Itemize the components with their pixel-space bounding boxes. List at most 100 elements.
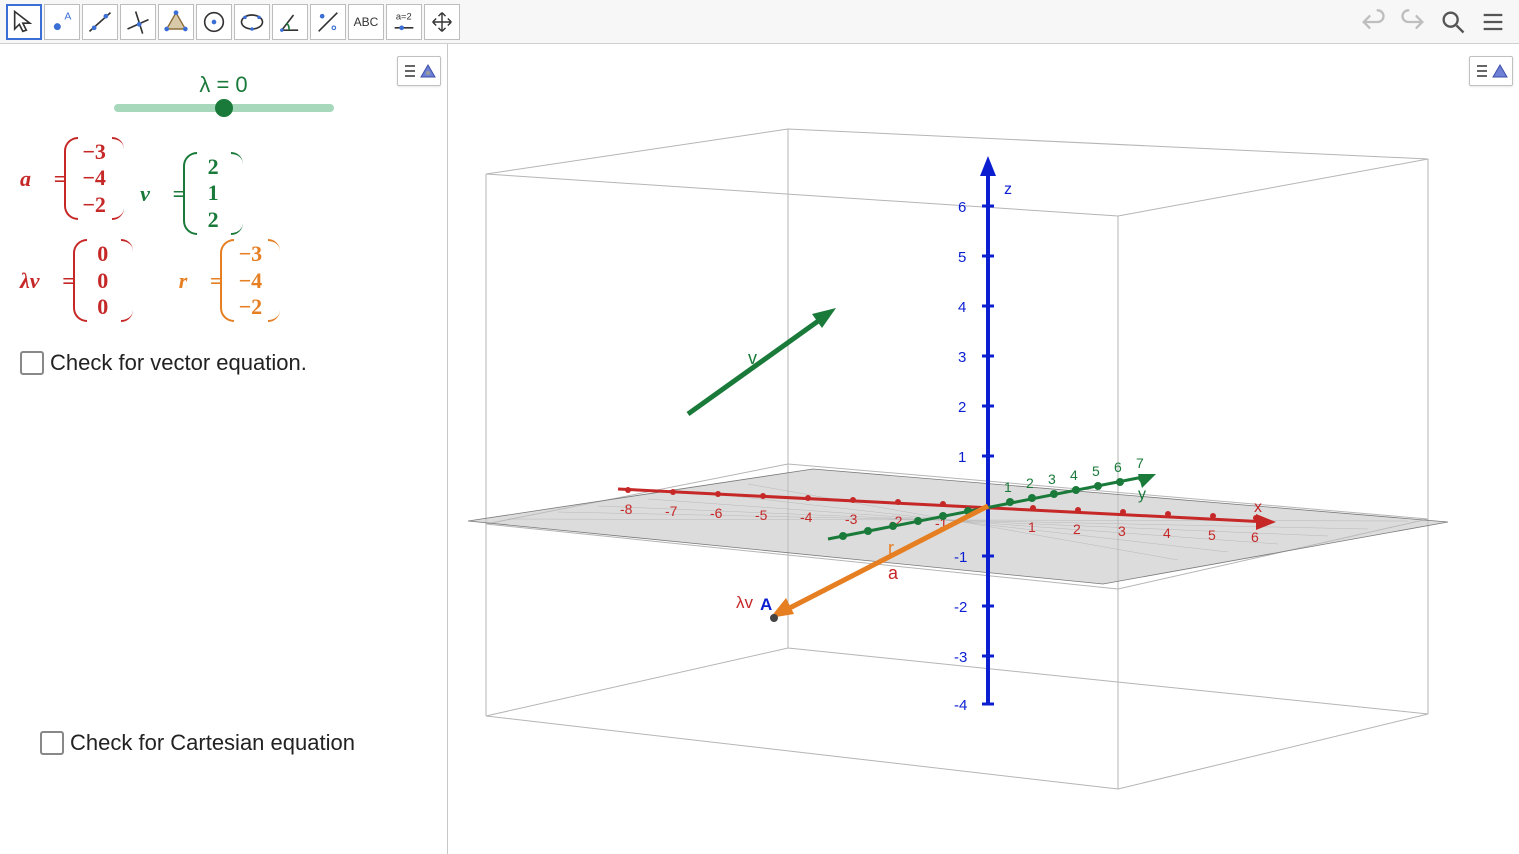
- svg-text:1: 1: [958, 449, 966, 466]
- tool-move[interactable]: [6, 4, 42, 40]
- svg-text:3: 3: [958, 349, 966, 366]
- search-zoom-button[interactable]: [1433, 2, 1473, 42]
- svg-text:-7: -7: [665, 503, 678, 519]
- vectors-row-1: a⃗ = −3 −4 −2 v⃗ = 2 1 2: [20, 122, 427, 235]
- toolbar-right: [1353, 2, 1513, 42]
- panel-toggle-left[interactable]: [397, 56, 441, 86]
- svg-text:3: 3: [1118, 523, 1126, 539]
- menu-button[interactable]: [1473, 2, 1513, 42]
- 3d-scene: z 6 5 4 3 2 1 -1 -2 -3 -4: [448, 44, 1519, 854]
- tool-slider[interactable]: a=2: [386, 4, 422, 40]
- vector-lv-0: 0: [89, 241, 117, 267]
- point-A-label: A: [760, 595, 772, 614]
- vector-v-2: 2: [199, 207, 227, 233]
- lambda-slider-thumb[interactable]: [215, 99, 233, 117]
- tool-reflect[interactable]: [310, 4, 346, 40]
- svg-text:2: 2: [1026, 475, 1034, 491]
- vector-r-0: −3: [236, 241, 264, 267]
- checkbox-cartesian-eq-row: Check for Cartesian equation: [40, 730, 355, 756]
- vector-a-2: −2: [80, 192, 108, 218]
- svg-text:5: 5: [1208, 527, 1216, 543]
- toolbar-left: A ABC a=2: [6, 4, 462, 40]
- tool-text[interactable]: ABC: [348, 4, 384, 40]
- 3d-view[interactable]: z 6 5 4 3 2 1 -1 -2 -3 -4: [448, 44, 1519, 854]
- lambda-v-3d-label: λv: [736, 593, 754, 612]
- tool-line[interactable]: [82, 4, 118, 40]
- tool-conic[interactable]: [234, 4, 270, 40]
- svg-text:7: 7: [1136, 455, 1144, 471]
- vector-a-label: a⃗ =: [20, 166, 66, 192]
- redo-button[interactable]: [1393, 2, 1433, 42]
- vector-r-3d-label: r: [888, 538, 894, 558]
- svg-text:3: 3: [1048, 471, 1056, 487]
- svg-text:4: 4: [1163, 525, 1171, 541]
- vector-v-1: 1: [199, 180, 227, 206]
- svg-text:-5: -5: [755, 507, 768, 523]
- svg-text:6: 6: [1114, 459, 1122, 475]
- svg-text:4: 4: [1070, 467, 1078, 483]
- svg-text:-4: -4: [954, 697, 967, 714]
- svg-text:1: 1: [1028, 519, 1036, 535]
- vector-v-3d-label: v: [748, 348, 757, 368]
- z-axis: z 6 5 4 3 2 1 -1 -2 -3 -4: [954, 156, 1012, 714]
- slider-label: λ = 0: [20, 72, 427, 98]
- vector-v: v⃗ = 2 1 2: [140, 152, 237, 235]
- tool-point[interactable]: A: [44, 4, 80, 40]
- tool-text-label: ABC: [354, 15, 379, 29]
- svg-text:-4: -4: [800, 509, 813, 525]
- svg-text:-1: -1: [954, 549, 967, 566]
- vector-r-1: −4: [236, 268, 264, 294]
- tool-circle[interactable]: [196, 4, 232, 40]
- svg-text:2: 2: [958, 399, 966, 416]
- vector-v-0: 2: [199, 154, 227, 180]
- vector-v-label: v⃗ =: [140, 181, 185, 207]
- xy-plane: [468, 469, 1448, 584]
- svg-text:6: 6: [1251, 529, 1259, 545]
- tool-angle[interactable]: [272, 4, 308, 40]
- tool-perpendicular[interactable]: [120, 4, 156, 40]
- svg-text:6: 6: [958, 199, 966, 216]
- checkbox-cartesian-eq[interactable]: [40, 731, 64, 755]
- algebra-panel: λ = 0 a⃗ = −3 −4 −2 v⃗ = 2 1 2: [0, 44, 448, 854]
- checkbox-cartesian-eq-label: Check for Cartesian equation: [70, 730, 355, 756]
- vector-r: r⃗ = −3 −4 −2: [179, 239, 275, 322]
- vector-lv-2: 0: [89, 294, 117, 320]
- vector-a-values: −3 −4 −2: [70, 137, 118, 220]
- svg-text:5: 5: [958, 249, 966, 266]
- vector-lv-values: 0 0 0: [79, 239, 127, 322]
- checkbox-vector-eq[interactable]: [20, 351, 44, 375]
- svg-text:-2: -2: [954, 599, 967, 616]
- tool-polygon[interactable]: [158, 4, 194, 40]
- toolbar: A ABC a=2: [0, 0, 1519, 44]
- vector-r-values: −3 −4 −2: [226, 239, 274, 322]
- vector-a: a⃗ = −3 −4 −2: [20, 122, 118, 235]
- vector-lv-1: 0: [89, 268, 117, 294]
- x-axis-label: x: [1254, 499, 1262, 516]
- svg-text:2: 2: [1073, 521, 1081, 537]
- y-axis-label: y: [1138, 486, 1146, 503]
- svg-text:A: A: [64, 10, 71, 22]
- vector-v-values: 2 1 2: [189, 152, 237, 235]
- lambda-slider[interactable]: [114, 104, 334, 112]
- content: λ = 0 a⃗ = −3 −4 −2 v⃗ = 2 1 2: [0, 44, 1519, 854]
- vector-r-2: −2: [236, 294, 264, 320]
- vector-a-1: −4: [80, 165, 108, 191]
- svg-text:-6: -6: [710, 505, 723, 521]
- vector-r-label: r⃗ =: [179, 268, 223, 294]
- undo-button[interactable]: [1353, 2, 1393, 42]
- bounding-cube: [486, 129, 1428, 789]
- svg-text:a=2: a=2: [396, 11, 412, 21]
- svg-text:5: 5: [1092, 463, 1100, 479]
- svg-text:-3: -3: [845, 511, 858, 527]
- vector-a-3d-label: a: [888, 563, 899, 583]
- tool-translate[interactable]: [424, 4, 460, 40]
- svg-text:-8: -8: [620, 501, 633, 517]
- vector-v-arrow: v: [688, 308, 836, 414]
- checkbox-vector-eq-row: Check for vector equation.: [20, 350, 427, 376]
- svg-text:4: 4: [958, 299, 966, 316]
- vector-a-0: −3: [80, 139, 108, 165]
- checkbox-vector-eq-label: Check for vector equation.: [50, 350, 307, 376]
- vector-lv-label: λv⃗ =: [20, 268, 75, 294]
- point-A: [770, 614, 778, 622]
- vectors-row-2: λv⃗ = 0 0 0 r⃗ = −3 −4 −2: [20, 239, 427, 322]
